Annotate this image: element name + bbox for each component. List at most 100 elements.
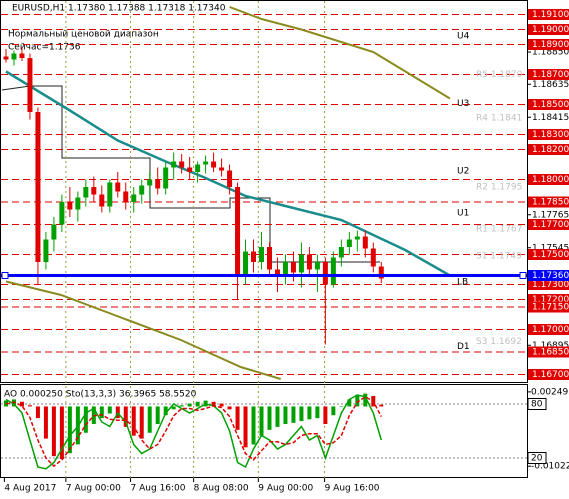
indicator-title: AO 0.000250 Sto(13,3,3) 36.3965 58.5520 [4,390,197,400]
level-label: 1.18200 [532,145,569,155]
candle-body [139,185,145,195]
y-tick-label: 1.18415 [532,113,569,123]
level-label-box [528,219,569,230]
level-label-box [528,9,569,20]
candle-body [243,251,249,277]
level-label-box [528,129,569,140]
ao-bar [43,406,48,439]
candle-body [67,202,73,210]
ao-bar [195,401,200,407]
level-label-box [528,69,569,80]
y-tick-label: 1.18850 [532,48,569,58]
level-label: 1.17200 [532,295,569,305]
candle-body [75,197,81,210]
candle-body [163,167,169,189]
candle-body [290,262,296,273]
indicator-frame [0,384,528,478]
candle-body [195,164,201,172]
candle-body [203,161,209,165]
level-label: 1.16700 [532,370,569,380]
candle-body [235,187,241,277]
y2-tick-label: 80 [531,400,543,410]
candle-body [123,191,129,202]
level-annotation: U1 [457,209,469,219]
y-tick-label: 1.18635 [532,80,569,90]
ao-bar [35,406,40,419]
x-tick-label: 7 Aug 00:00 [66,484,121,494]
candle-body [187,167,193,172]
y-tick-label: 1.17545 [532,243,569,253]
ao-bar [347,399,352,407]
ao-bar [107,406,112,414]
pivot-annotation: R1 1.1767 [476,225,522,235]
candle-body [99,194,105,207]
candle-body [147,179,153,186]
x-tick-label: 4 Aug 2017 [4,484,56,494]
candle-body [314,262,320,270]
level-label-box [528,279,569,290]
level-label-box [528,301,569,313]
x-tick-label: 9 Aug 00:00 [258,484,313,494]
x-tick-label: 7 Aug 16:00 [131,484,186,494]
pivot-annotation: R5 1.1870 [476,70,523,80]
candle-body [179,161,185,168]
ao-bar [299,406,304,422]
x-tick-label: 8 Aug 08:00 [194,484,249,494]
pivot-annotation: S3 1.1692 [476,337,522,347]
candle-body [91,187,97,195]
moving-average [5,70,451,277]
ao-bar [99,406,104,419]
candle-body [11,53,17,60]
ao-bar [219,403,224,407]
y-tick-label: 1.17765 [532,210,569,220]
ao-bar [323,406,328,424]
level-annotation: U2 [457,167,469,177]
current-price-label: 1.17360 [532,271,569,281]
ao-bar [67,406,72,454]
stochastic-line [5,394,383,470]
ao-bar [59,406,64,460]
ao-bar [235,406,240,430]
candle-body [59,202,65,225]
level-label: 1.18000 [532,175,569,185]
level-label-box [528,324,569,335]
level-label-box [528,196,569,208]
ao-bar [123,406,128,427]
candle-body [35,112,41,262]
candle-body [227,170,233,187]
candle-body [131,194,137,202]
ao-bar [259,406,264,436]
level-label-box [528,249,569,260]
y2-tick-box [527,398,547,410]
level-label: 1.19100 [532,10,569,20]
moving-average [229,6,451,100]
level-label: 1.17500 [532,250,569,260]
candle-body [171,161,177,168]
ao-bar [363,393,368,407]
candle-body [107,182,113,207]
level-label-box [528,99,569,110]
level-label-box [528,369,569,380]
candle-body [115,182,121,192]
ao-bar [147,406,152,433]
ao-bar [339,406,344,407]
candle-body [346,239,352,247]
ao-bar [331,406,336,416]
candle-body [306,254,312,270]
level-label: 1.19000 [532,25,569,35]
candle-body [155,179,161,189]
level-label-box [528,346,569,358]
level-label: 1.16850 [532,348,569,358]
candle-body [322,262,328,285]
y-tick-label: 1.16895 [532,341,569,351]
y2-tick-label: 20 [531,454,543,464]
candle-body [211,161,217,168]
candle-body [219,167,225,171]
ao-bar [243,406,248,448]
ao-bar [291,406,296,423]
level-annotation: LB [457,278,468,288]
level-label: 1.17850 [532,198,569,208]
candle-body [298,254,304,273]
